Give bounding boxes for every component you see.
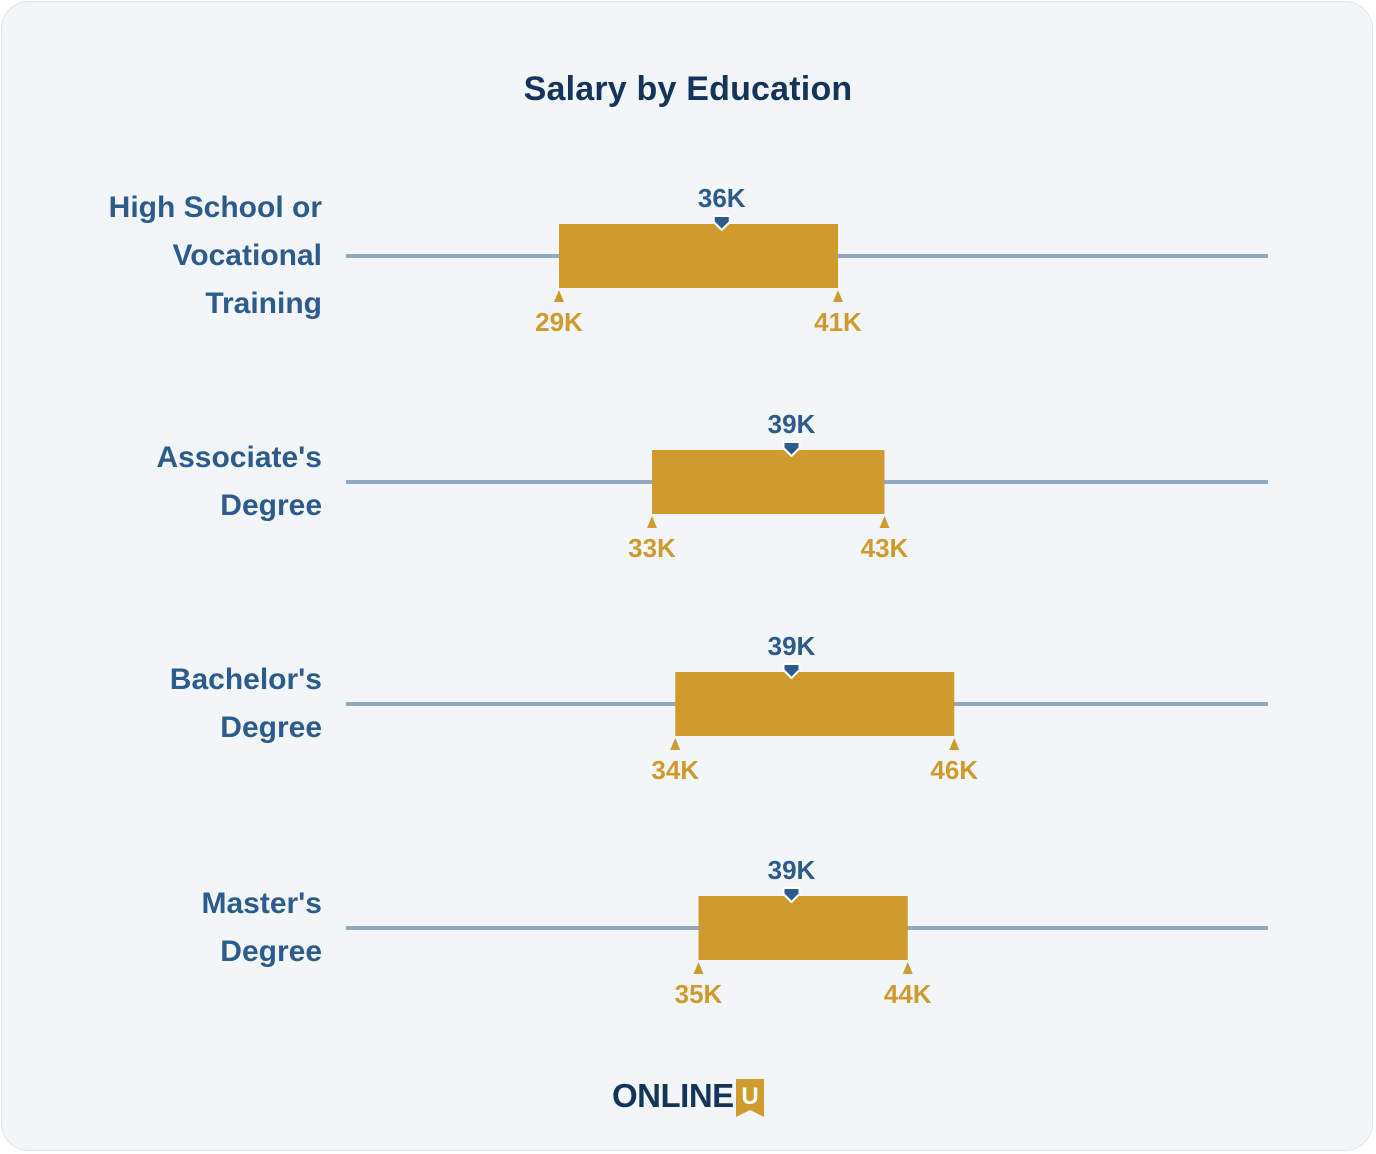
category-label-line: Vocational <box>172 239 322 272</box>
chart-title: Salary by Education <box>523 70 853 108</box>
high-label: 46K <box>930 755 978 785</box>
high-label: 41K <box>814 307 862 337</box>
category-label-line: Degree <box>220 489 322 522</box>
category-label: Associate's Degree <box>22 434 322 530</box>
low-label: 33K <box>628 533 676 563</box>
high-label: 43K <box>861 533 909 563</box>
category-label: High School or Vocational Training <box>22 184 322 328</box>
low-label: 35K <box>675 979 723 1009</box>
high-label: 44K <box>884 979 932 1009</box>
median-label: 39K <box>768 855 816 885</box>
low-marker <box>693 962 704 974</box>
category-label-line: Degree <box>220 935 322 968</box>
median-marker <box>782 887 801 903</box>
category-label-line: Bachelor's <box>169 663 322 696</box>
range-bar <box>652 450 885 514</box>
median-label: 36K <box>698 183 746 213</box>
median-marker <box>782 441 801 457</box>
logo-badge-letter: U <box>741 1083 758 1110</box>
category-label-line: Degree <box>220 711 322 744</box>
range-bar <box>675 672 955 736</box>
low-marker <box>670 738 681 750</box>
logo-badge-icon: U <box>735 1079 764 1117</box>
median-marker <box>782 663 801 679</box>
category-label: Master's Degree <box>22 880 322 976</box>
category-label-line: Associate's <box>156 441 322 474</box>
low-label: 34K <box>651 755 699 785</box>
low-label: 29K <box>535 307 583 337</box>
low-marker <box>647 516 657 528</box>
median-marker <box>712 215 731 231</box>
high-marker <box>902 962 913 974</box>
high-marker <box>949 738 960 750</box>
logo-text: ONLINE <box>612 1077 734 1114</box>
low-marker <box>554 290 564 302</box>
range-bar <box>698 896 908 960</box>
high-marker <box>833 290 843 302</box>
category-label-line: Training <box>205 287 322 320</box>
median-label: 39K <box>768 409 816 439</box>
range-bar <box>559 224 838 288</box>
category-label-line: Master's <box>201 887 322 920</box>
category-label: Bachelor's Degree <box>22 656 322 752</box>
median-label: 39K <box>768 631 816 661</box>
onlineu-logo: ONLINE U <box>612 1076 764 1117</box>
high-marker <box>879 516 890 528</box>
category-label-line: High School or <box>108 191 322 224</box>
